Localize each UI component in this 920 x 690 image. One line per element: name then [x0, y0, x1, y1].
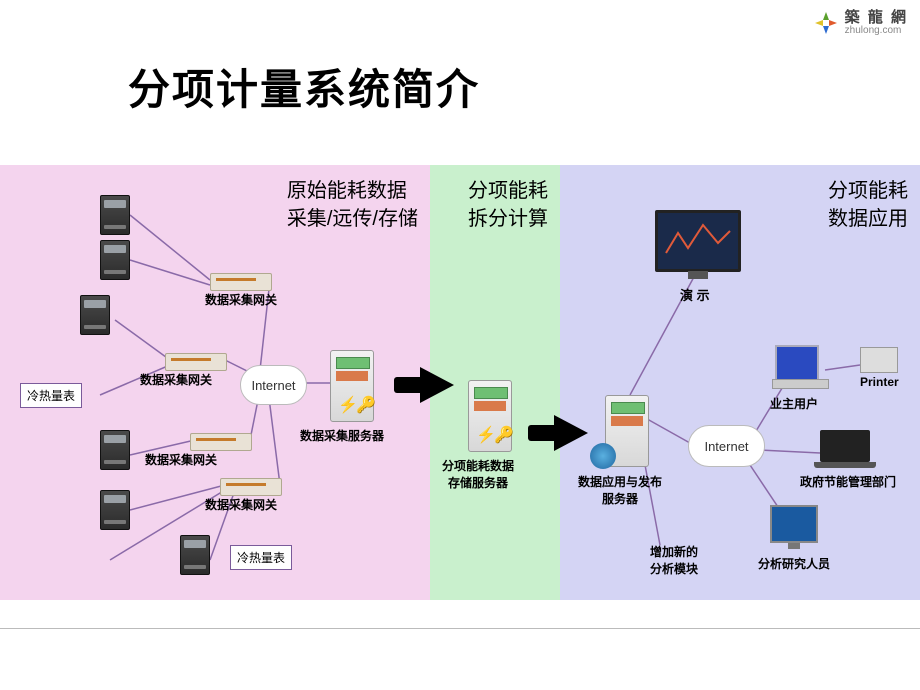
key-icon: 🔑	[494, 425, 514, 445]
owner-pc-icon	[775, 345, 819, 381]
bolt-icon: ⚡	[338, 395, 358, 415]
bolt-icon: ⚡	[476, 425, 496, 445]
storage-server-label: 分项能耗数据 存储服务器	[442, 457, 514, 491]
panel-calc: 分项能耗 拆分计算 ⚡ 🔑 分项能耗数据 存储服务器	[430, 165, 560, 600]
meter-icon	[180, 535, 210, 575]
cloud-label: Internet	[251, 378, 295, 393]
analyst-monitor-icon	[770, 505, 818, 543]
gateway-label: 数据采集网关	[205, 496, 277, 513]
flower-icon	[813, 10, 839, 36]
system-diagram: 原始能耗数据 采集/远传/存储 冷热量表 冷热量表	[0, 165, 920, 600]
gov-label: 政府节能管理部门	[800, 473, 896, 490]
brand-cn: 築 龍 網	[845, 10, 908, 26]
page-title: 分项计量系统简介	[128, 56, 480, 117]
brand-en: zhulong.com	[845, 26, 908, 37]
app-server-label: 数据应用与发布 服务器	[578, 473, 662, 507]
meter-icon	[80, 295, 110, 335]
key-icon: 🔑	[356, 395, 376, 415]
collect-server-label: 数据采集服务器	[300, 427, 384, 444]
gateway-icon	[190, 433, 252, 451]
globe-icon	[590, 443, 616, 469]
arrow-icon	[420, 367, 454, 403]
display-label: 演 示	[680, 285, 710, 304]
meter-icon	[100, 195, 130, 235]
gateway-label: 数据采集网关	[140, 371, 212, 388]
panel-app: 分项能耗 数据应用 数据应用与发布 服务器 演 示	[560, 165, 920, 600]
printer-icon	[860, 347, 898, 373]
gateway-label: 数据采集网关	[145, 451, 217, 468]
meter-icon	[100, 430, 130, 470]
panel-collection: 原始能耗数据 采集/远传/存储 冷热量表 冷热量表	[0, 165, 430, 600]
arrow-icon	[554, 415, 588, 451]
owner-label: 业主用户	[770, 395, 818, 412]
brand-logo: 築 龍 網 zhulong.com	[813, 10, 908, 36]
meter-icon	[100, 240, 130, 280]
panel-collection-title: 原始能耗数据 采集/远传/存储	[287, 177, 418, 233]
gov-laptop-icon	[820, 430, 870, 462]
printer-label: Printer	[860, 375, 899, 389]
gateway-icon	[165, 353, 227, 371]
meter-box-b: 冷热量表	[230, 545, 292, 570]
panel-app-title: 分项能耗 数据应用	[828, 177, 908, 233]
analyst-label: 分析研究人员	[758, 555, 830, 572]
gateway-label: 数据采集网关	[205, 291, 277, 308]
slide-page: 築 龍 網 zhulong.com 分项计量系统简介 原始能耗数据 采集/远传/…	[0, 0, 920, 690]
meter-icon	[100, 490, 130, 530]
meter-box-a: 冷热量表	[20, 383, 82, 408]
internet-cloud-right: Internet	[688, 425, 765, 467]
panel-calc-title: 分项能耗 拆分计算	[468, 177, 548, 233]
add-module-label: 增加新的 分析模块	[650, 543, 698, 577]
display-monitor-icon	[655, 210, 741, 272]
internet-cloud-left: Internet	[240, 365, 307, 405]
divider	[0, 628, 920, 629]
gateway-icon	[210, 273, 272, 291]
brand-text: 築 龍 網 zhulong.com	[845, 10, 908, 36]
cloud-label: Internet	[704, 439, 748, 454]
gateway-icon	[220, 478, 282, 496]
